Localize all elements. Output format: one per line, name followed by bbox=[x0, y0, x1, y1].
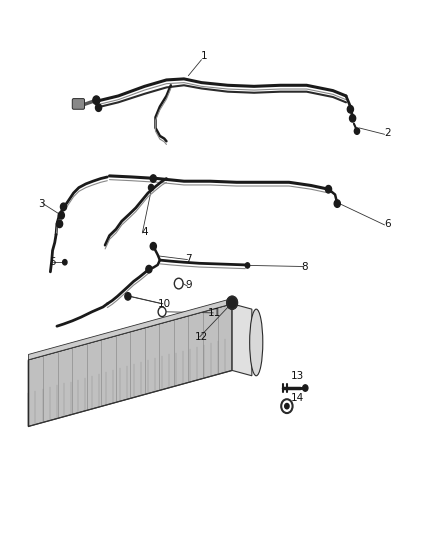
Circle shape bbox=[245, 263, 250, 268]
Circle shape bbox=[57, 220, 63, 228]
Text: 1: 1 bbox=[200, 51, 207, 61]
Text: 12: 12 bbox=[195, 332, 208, 342]
Text: 8: 8 bbox=[301, 262, 308, 271]
Circle shape bbox=[354, 128, 360, 134]
Circle shape bbox=[150, 243, 156, 250]
Text: 6: 6 bbox=[384, 219, 391, 229]
Text: 4: 4 bbox=[141, 227, 148, 237]
Text: 11: 11 bbox=[208, 308, 221, 318]
Polygon shape bbox=[28, 304, 232, 426]
Circle shape bbox=[148, 184, 154, 191]
Circle shape bbox=[63, 260, 67, 265]
Circle shape bbox=[95, 104, 102, 111]
Circle shape bbox=[347, 106, 353, 113]
Polygon shape bbox=[28, 298, 232, 360]
Circle shape bbox=[60, 203, 67, 211]
Text: 14: 14 bbox=[291, 393, 304, 403]
Circle shape bbox=[285, 403, 289, 409]
Circle shape bbox=[93, 96, 100, 104]
Text: 2: 2 bbox=[384, 128, 391, 138]
FancyBboxPatch shape bbox=[72, 99, 85, 109]
Text: 13: 13 bbox=[291, 371, 304, 381]
Circle shape bbox=[146, 265, 152, 273]
Circle shape bbox=[58, 212, 64, 219]
Circle shape bbox=[125, 293, 131, 300]
Circle shape bbox=[350, 115, 356, 122]
Circle shape bbox=[227, 296, 237, 309]
Text: 3: 3 bbox=[38, 199, 45, 208]
Circle shape bbox=[334, 200, 340, 207]
Text: 9: 9 bbox=[185, 280, 192, 290]
Text: 10: 10 bbox=[158, 299, 171, 309]
Text: 5: 5 bbox=[49, 257, 56, 267]
Circle shape bbox=[325, 185, 332, 193]
Ellipse shape bbox=[250, 309, 263, 376]
Circle shape bbox=[150, 175, 156, 182]
Text: 7: 7 bbox=[185, 254, 192, 263]
Circle shape bbox=[303, 385, 308, 391]
Polygon shape bbox=[232, 304, 252, 376]
